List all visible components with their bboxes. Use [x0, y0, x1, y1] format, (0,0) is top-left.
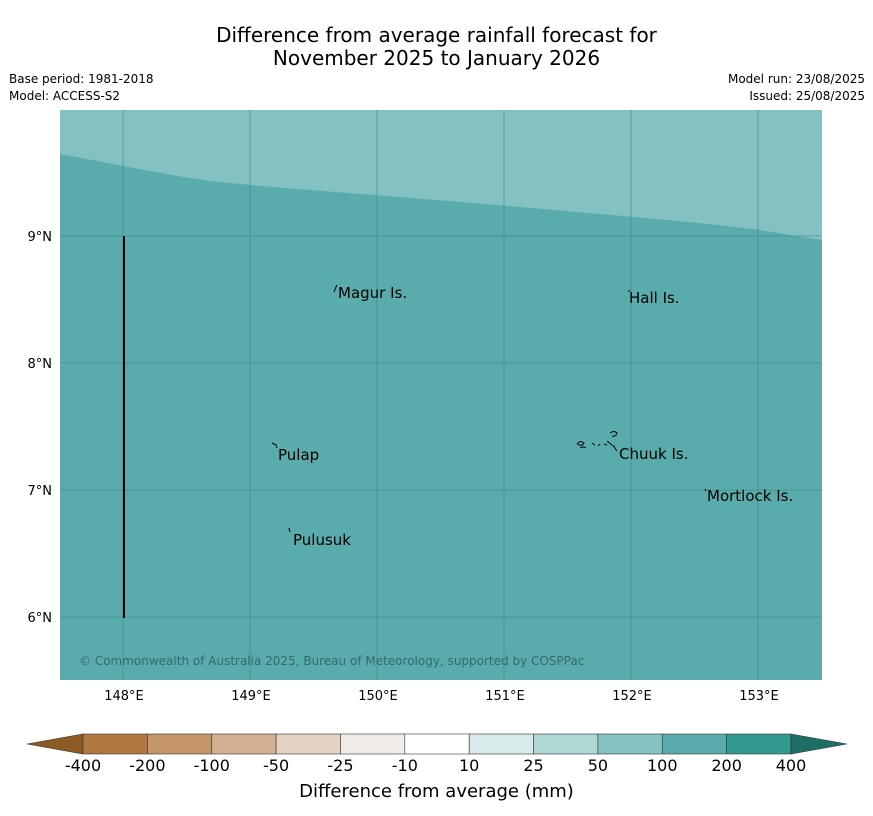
- colorbar-low-extension: [26, 733, 84, 755]
- colorbar-tick-label: 400: [775, 756, 807, 775]
- model-name: Model: ACCESS-S2: [9, 89, 121, 103]
- lat-label-8n: 8°N: [28, 357, 53, 372]
- lat-label-7n: 7°N: [28, 484, 53, 499]
- colorbar-cell: [661, 733, 727, 755]
- colorbar-high-extension: [790, 733, 848, 755]
- island-outlines: [271, 284, 707, 533]
- place-label-pulap: Pulap: [278, 446, 319, 464]
- colorbar-cell: [404, 733, 470, 755]
- place-label-hall: Hall Is.: [629, 289, 680, 307]
- lon-label-152e: 152°E: [612, 689, 652, 704]
- colorbar-cell: [275, 733, 341, 755]
- lon-label-150e: 150°E: [358, 689, 398, 704]
- rainfall-map: 9°N 8°N 7°N 6°N 148°E 149°E 150°E 151°E …: [28, 110, 822, 704]
- place-label-chuuk: Chuuk Is.: [619, 445, 688, 463]
- colorbar-cell: [468, 733, 534, 755]
- issued-date: Issued: 25/08/2025: [749, 89, 865, 103]
- colorbar-tick-label: -200: [129, 756, 166, 775]
- colorbar-cell: [82, 733, 148, 755]
- lon-label-149e: 149°E: [231, 689, 271, 704]
- colorbar-tick-label: 100: [646, 756, 678, 775]
- colorbar-tick-label: -50: [263, 756, 290, 775]
- colorbar-tick-label: -400: [64, 756, 102, 775]
- colorbar-cell: [533, 733, 599, 755]
- colorbar-tick-label: 200: [711, 756, 742, 775]
- colorbar-tick-label: 50: [587, 756, 609, 775]
- lon-label-153e: 153°E: [739, 689, 779, 704]
- place-label-mortlock: Mortlock Is.: [707, 487, 793, 505]
- copyright-notice: © Commonwealth of Australia 2025, Bureau…: [79, 654, 584, 668]
- colorbar-tick-label: 10: [458, 756, 480, 775]
- colorbar-cell: [726, 733, 792, 755]
- place-label-pulusuk: Pulusuk: [293, 531, 351, 549]
- colorbar-cell: [340, 733, 406, 755]
- base-period: Base period: 1981-2018: [9, 72, 154, 86]
- lat-label-6n: 6°N: [28, 611, 53, 626]
- colorbar-cell: [211, 733, 277, 755]
- colorbar-title: Difference from average (mm): [299, 781, 574, 802]
- model-run: Model run: 23/08/2025: [727, 72, 865, 86]
- colorbar-tick-label: -25: [327, 756, 354, 775]
- map-main-region: [60, 154, 822, 680]
- title-line-2: November 2025 to January 2026: [272, 46, 601, 70]
- place-label-magur: Magur Is.: [338, 284, 407, 302]
- colorbar-tick-label: 25: [523, 756, 544, 775]
- lon-label-148e: 148°E: [104, 689, 144, 704]
- colorbar-tick-label: -100: [193, 756, 230, 775]
- colorbar-cell: [147, 733, 213, 755]
- colorbar-tick-label: -10: [391, 756, 418, 775]
- lat-label-9n: 9°N: [28, 230, 53, 245]
- lon-label-151e: 151°E: [485, 689, 525, 704]
- colorbar-cell: [597, 733, 663, 755]
- title-line-1: Difference from average rainfall forecas…: [216, 23, 657, 47]
